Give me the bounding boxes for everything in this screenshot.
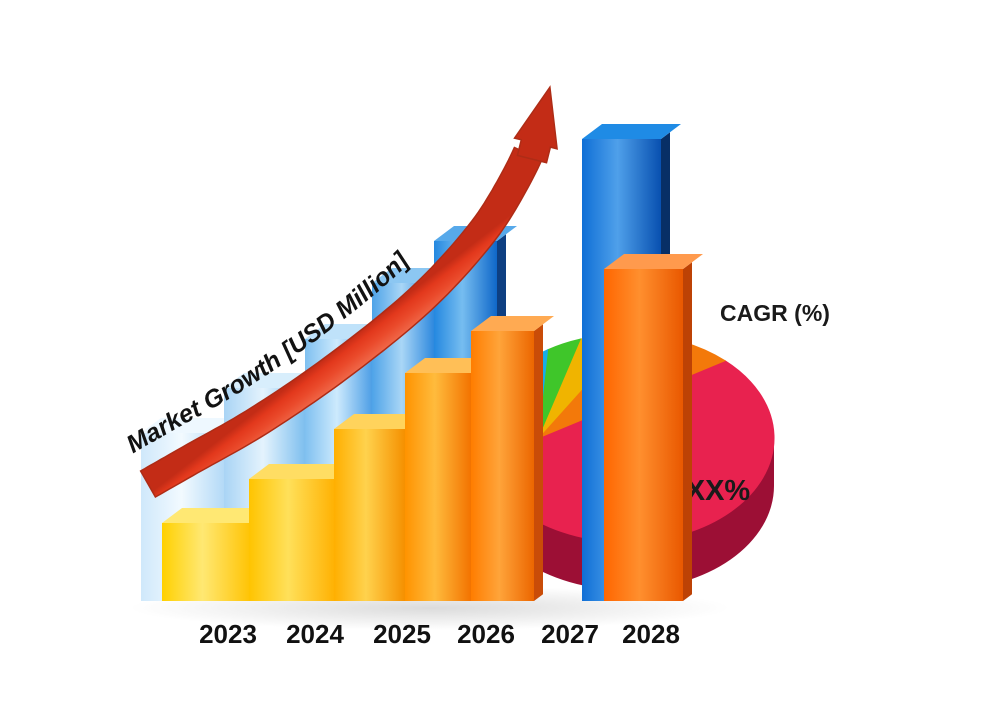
svg-text:2023: 2023 xyxy=(199,619,257,649)
svg-text:2027: 2027 xyxy=(541,619,599,649)
svg-text:2024: 2024 xyxy=(286,619,344,649)
svg-text:CAGR (%): CAGR (%) xyxy=(720,300,830,326)
svg-text:2028: 2028 xyxy=(622,619,680,649)
svg-text:2026: 2026 xyxy=(457,619,515,649)
svg-text:2025: 2025 xyxy=(373,619,431,649)
svg-text:XX%: XX% xyxy=(686,475,751,507)
